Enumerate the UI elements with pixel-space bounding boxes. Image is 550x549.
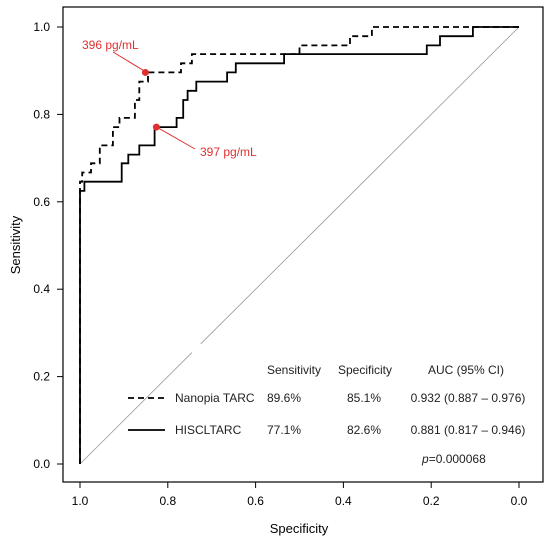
header-specificity: Specificity (338, 363, 392, 377)
y-tick-label: 0.8 (33, 107, 50, 121)
y-axis: 0.0 0.2 0.4 0.6 0.8 1.0 (33, 20, 63, 471)
header-sensitivity: Sensitivity (267, 363, 321, 377)
x-tick-label: 0.2 (423, 494, 440, 508)
x-axis: 1.0 0.8 0.6 0.4 0.2 0.0 (72, 482, 528, 508)
threshold-point-397 (152, 123, 160, 131)
threshold-point-396 (141, 68, 149, 76)
annotation-leader-396 (112, 51, 144, 71)
x-tick-label: 1.0 (72, 494, 89, 508)
stats-table: Sensitivity Specificity AUC (95% CI) Nan… (128, 363, 525, 466)
x-tick-label: 0.8 (159, 494, 176, 508)
nanopia-auc: 0.932 (0.887 – 0.976) (411, 391, 526, 405)
hiscl-auc: 0.881 (0.817 – 0.946) (411, 423, 526, 437)
reference-diagonal (200, 26, 520, 345)
annotations: 396 pg/mL 397 pg/mL (82, 38, 257, 159)
y-tick-label: 0.2 (33, 370, 50, 384)
y-tick-label: 0.0 (33, 457, 50, 471)
header-auc: AUC (95% CI) (428, 363, 504, 377)
row-label-nanopia: Nanopia TARC (175, 391, 255, 405)
series-line-nanopia-tarc (79, 26, 519, 464)
reference-diagonal-lower (79, 352, 193, 465)
nanopia-sensitivity: 89.6% (267, 391, 301, 405)
y-tick-label: 0.6 (33, 195, 50, 209)
plot-frame (62, 6, 544, 483)
nanopia-specificity: 85.1% (347, 391, 381, 405)
annotation-leader-397 (158, 127, 196, 150)
y-tick-label: 1.0 (33, 20, 50, 34)
annotation-label-396: 396 pg/mL (82, 38, 139, 52)
series-lines (79, 26, 519, 464)
row-label-hiscl: HISCLTARC (175, 423, 242, 437)
y-axis-label: Sensitivity (8, 215, 23, 274)
x-tick-label: 0.6 (247, 494, 264, 508)
reference-line-group (79, 26, 520, 465)
series-line-hiscltarc (79, 26, 519, 464)
x-tick-label: 0.0 (511, 494, 528, 508)
y-tick-label: 0.4 (33, 282, 50, 296)
x-tick-label: 0.4 (335, 494, 352, 508)
hiscl-sensitivity: 77.1% (267, 423, 301, 437)
annotation-label-397: 397 pg/mL (200, 145, 257, 159)
hiscl-specificity: 82.6% (347, 423, 381, 437)
p-value: p=0.000068 (421, 452, 486, 466)
x-axis-label: Specificity (270, 521, 329, 536)
p-value-number: 0.000068 (436, 452, 486, 466)
